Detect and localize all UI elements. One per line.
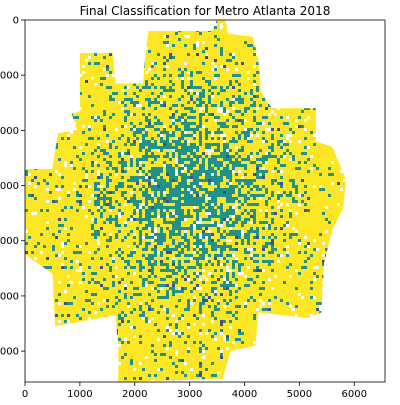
y-tick-label: 0 (13, 16, 19, 27)
x-tick-label: 5000 (287, 389, 312, 400)
y-tick-label: 3000 (0, 181, 19, 192)
x-tick-label: 2000 (122, 389, 147, 400)
x-tick-label: 6000 (342, 389, 367, 400)
x-tick-label: 4000 (232, 389, 257, 400)
x-tick-label: 1000 (67, 389, 92, 400)
y-tick-label: 1000 (0, 71, 19, 82)
x-axis: 0 1000 2000 3000 4000 5000 6000 (22, 382, 367, 400)
land-cover-raster (25, 20, 346, 382)
y-tick-label: 4000 (0, 236, 19, 247)
y-axis: 0 1000 2000 3000 4000 5000 6000 (0, 16, 25, 358)
y-tick-label: 6000 (0, 347, 19, 358)
chart-title: Final Classification for Metro Atlanta 2… (79, 4, 331, 18)
x-tick-label: 0 (22, 389, 28, 400)
x-tick-label: 3000 (177, 389, 202, 400)
axes-frame (24, 19, 386, 383)
y-tick-label: 5000 (0, 291, 19, 302)
y-tick-label: 2000 (0, 126, 19, 137)
